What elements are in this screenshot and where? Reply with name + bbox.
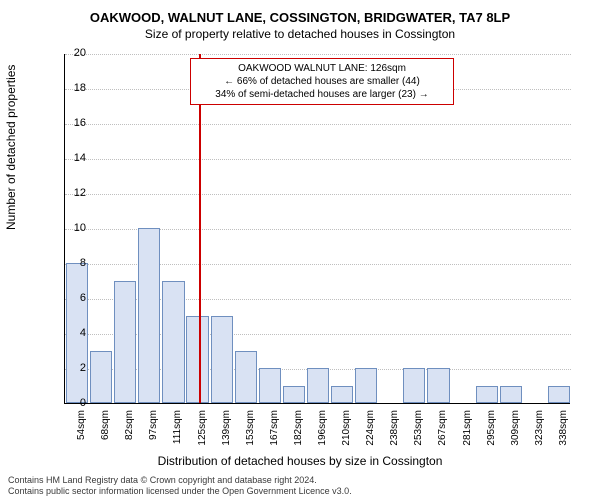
x-tick-label: 167sqm xyxy=(269,410,280,460)
x-tick-label: 82sqm xyxy=(124,410,135,460)
x-tick-label: 111sqm xyxy=(172,410,183,460)
footer-line: Contains public sector information licen… xyxy=(8,486,352,497)
x-tick-label: 238sqm xyxy=(389,410,400,460)
y-tick-label: 6 xyxy=(56,293,86,304)
bar xyxy=(138,228,160,403)
annotation-box: OAKWOOD WALNUT LANE: 126sqm← 66% of deta… xyxy=(190,58,454,105)
x-tick-label: 224sqm xyxy=(365,410,376,460)
bar xyxy=(548,386,570,404)
footer-line: Contains HM Land Registry data © Crown c… xyxy=(8,475,352,486)
bar xyxy=(114,281,136,404)
x-tick-label: 153sqm xyxy=(245,410,256,460)
gridline xyxy=(65,159,571,160)
reference-line xyxy=(199,54,201,403)
bar xyxy=(186,316,208,404)
bar xyxy=(259,368,281,403)
y-tick-label: 2 xyxy=(56,363,86,374)
x-tick-label: 309sqm xyxy=(510,410,521,460)
plot-wrap: OAKWOOD WALNUT LANE: 126sqm← 66% of deta… xyxy=(64,54,570,404)
y-tick-label: 18 xyxy=(56,83,86,94)
x-tick-label: 323sqm xyxy=(534,410,545,460)
chart-title: OAKWOOD, WALNUT LANE, COSSINGTON, BRIDGW… xyxy=(0,0,600,25)
annotation-line: 34% of semi-detached houses are larger (… xyxy=(197,88,447,101)
bar xyxy=(211,316,233,404)
x-tick-label: 295sqm xyxy=(486,410,497,460)
y-tick-label: 16 xyxy=(56,118,86,129)
x-tick-label: 338sqm xyxy=(558,410,569,460)
x-tick-label: 182sqm xyxy=(293,410,304,460)
plot-area xyxy=(64,54,570,404)
bar xyxy=(476,386,498,404)
gridline xyxy=(65,194,571,195)
x-tick-label: 253sqm xyxy=(413,410,424,460)
y-tick-label: 4 xyxy=(56,328,86,339)
y-tick-label: 12 xyxy=(56,188,86,199)
x-tick-label: 97sqm xyxy=(148,410,159,460)
x-tick-label: 54sqm xyxy=(76,410,87,460)
y-axis-label: Number of detached properties xyxy=(4,65,18,230)
bar xyxy=(427,368,449,403)
annotation-line: ← 66% of detached houses are smaller (44… xyxy=(197,75,447,88)
bar xyxy=(235,351,257,404)
bar xyxy=(500,386,522,404)
x-tick-label: 68sqm xyxy=(100,410,111,460)
x-tick-label: 210sqm xyxy=(341,410,352,460)
x-tick-label: 139sqm xyxy=(221,410,232,460)
y-tick-label: 20 xyxy=(56,48,86,59)
y-tick-label: 14 xyxy=(56,153,86,164)
bar xyxy=(90,351,112,404)
x-tick-label: 196sqm xyxy=(317,410,328,460)
bar xyxy=(307,368,329,403)
annotation-line: OAKWOOD WALNUT LANE: 126sqm xyxy=(197,62,447,75)
x-tick-label: 281sqm xyxy=(462,410,473,460)
gridline xyxy=(65,124,571,125)
bar xyxy=(283,386,305,404)
bar xyxy=(355,368,377,403)
bar xyxy=(162,281,184,404)
y-tick-label: 10 xyxy=(56,223,86,234)
bar xyxy=(403,368,425,403)
x-tick-label: 125sqm xyxy=(197,410,208,460)
y-tick-label: 0 xyxy=(56,398,86,409)
gridline xyxy=(65,54,571,55)
bar xyxy=(331,386,353,404)
footer-attribution: Contains HM Land Registry data © Crown c… xyxy=(8,475,352,497)
y-tick-label: 8 xyxy=(56,258,86,269)
x-tick-label: 267sqm xyxy=(437,410,448,460)
chart-subtitle: Size of property relative to detached ho… xyxy=(0,25,600,45)
